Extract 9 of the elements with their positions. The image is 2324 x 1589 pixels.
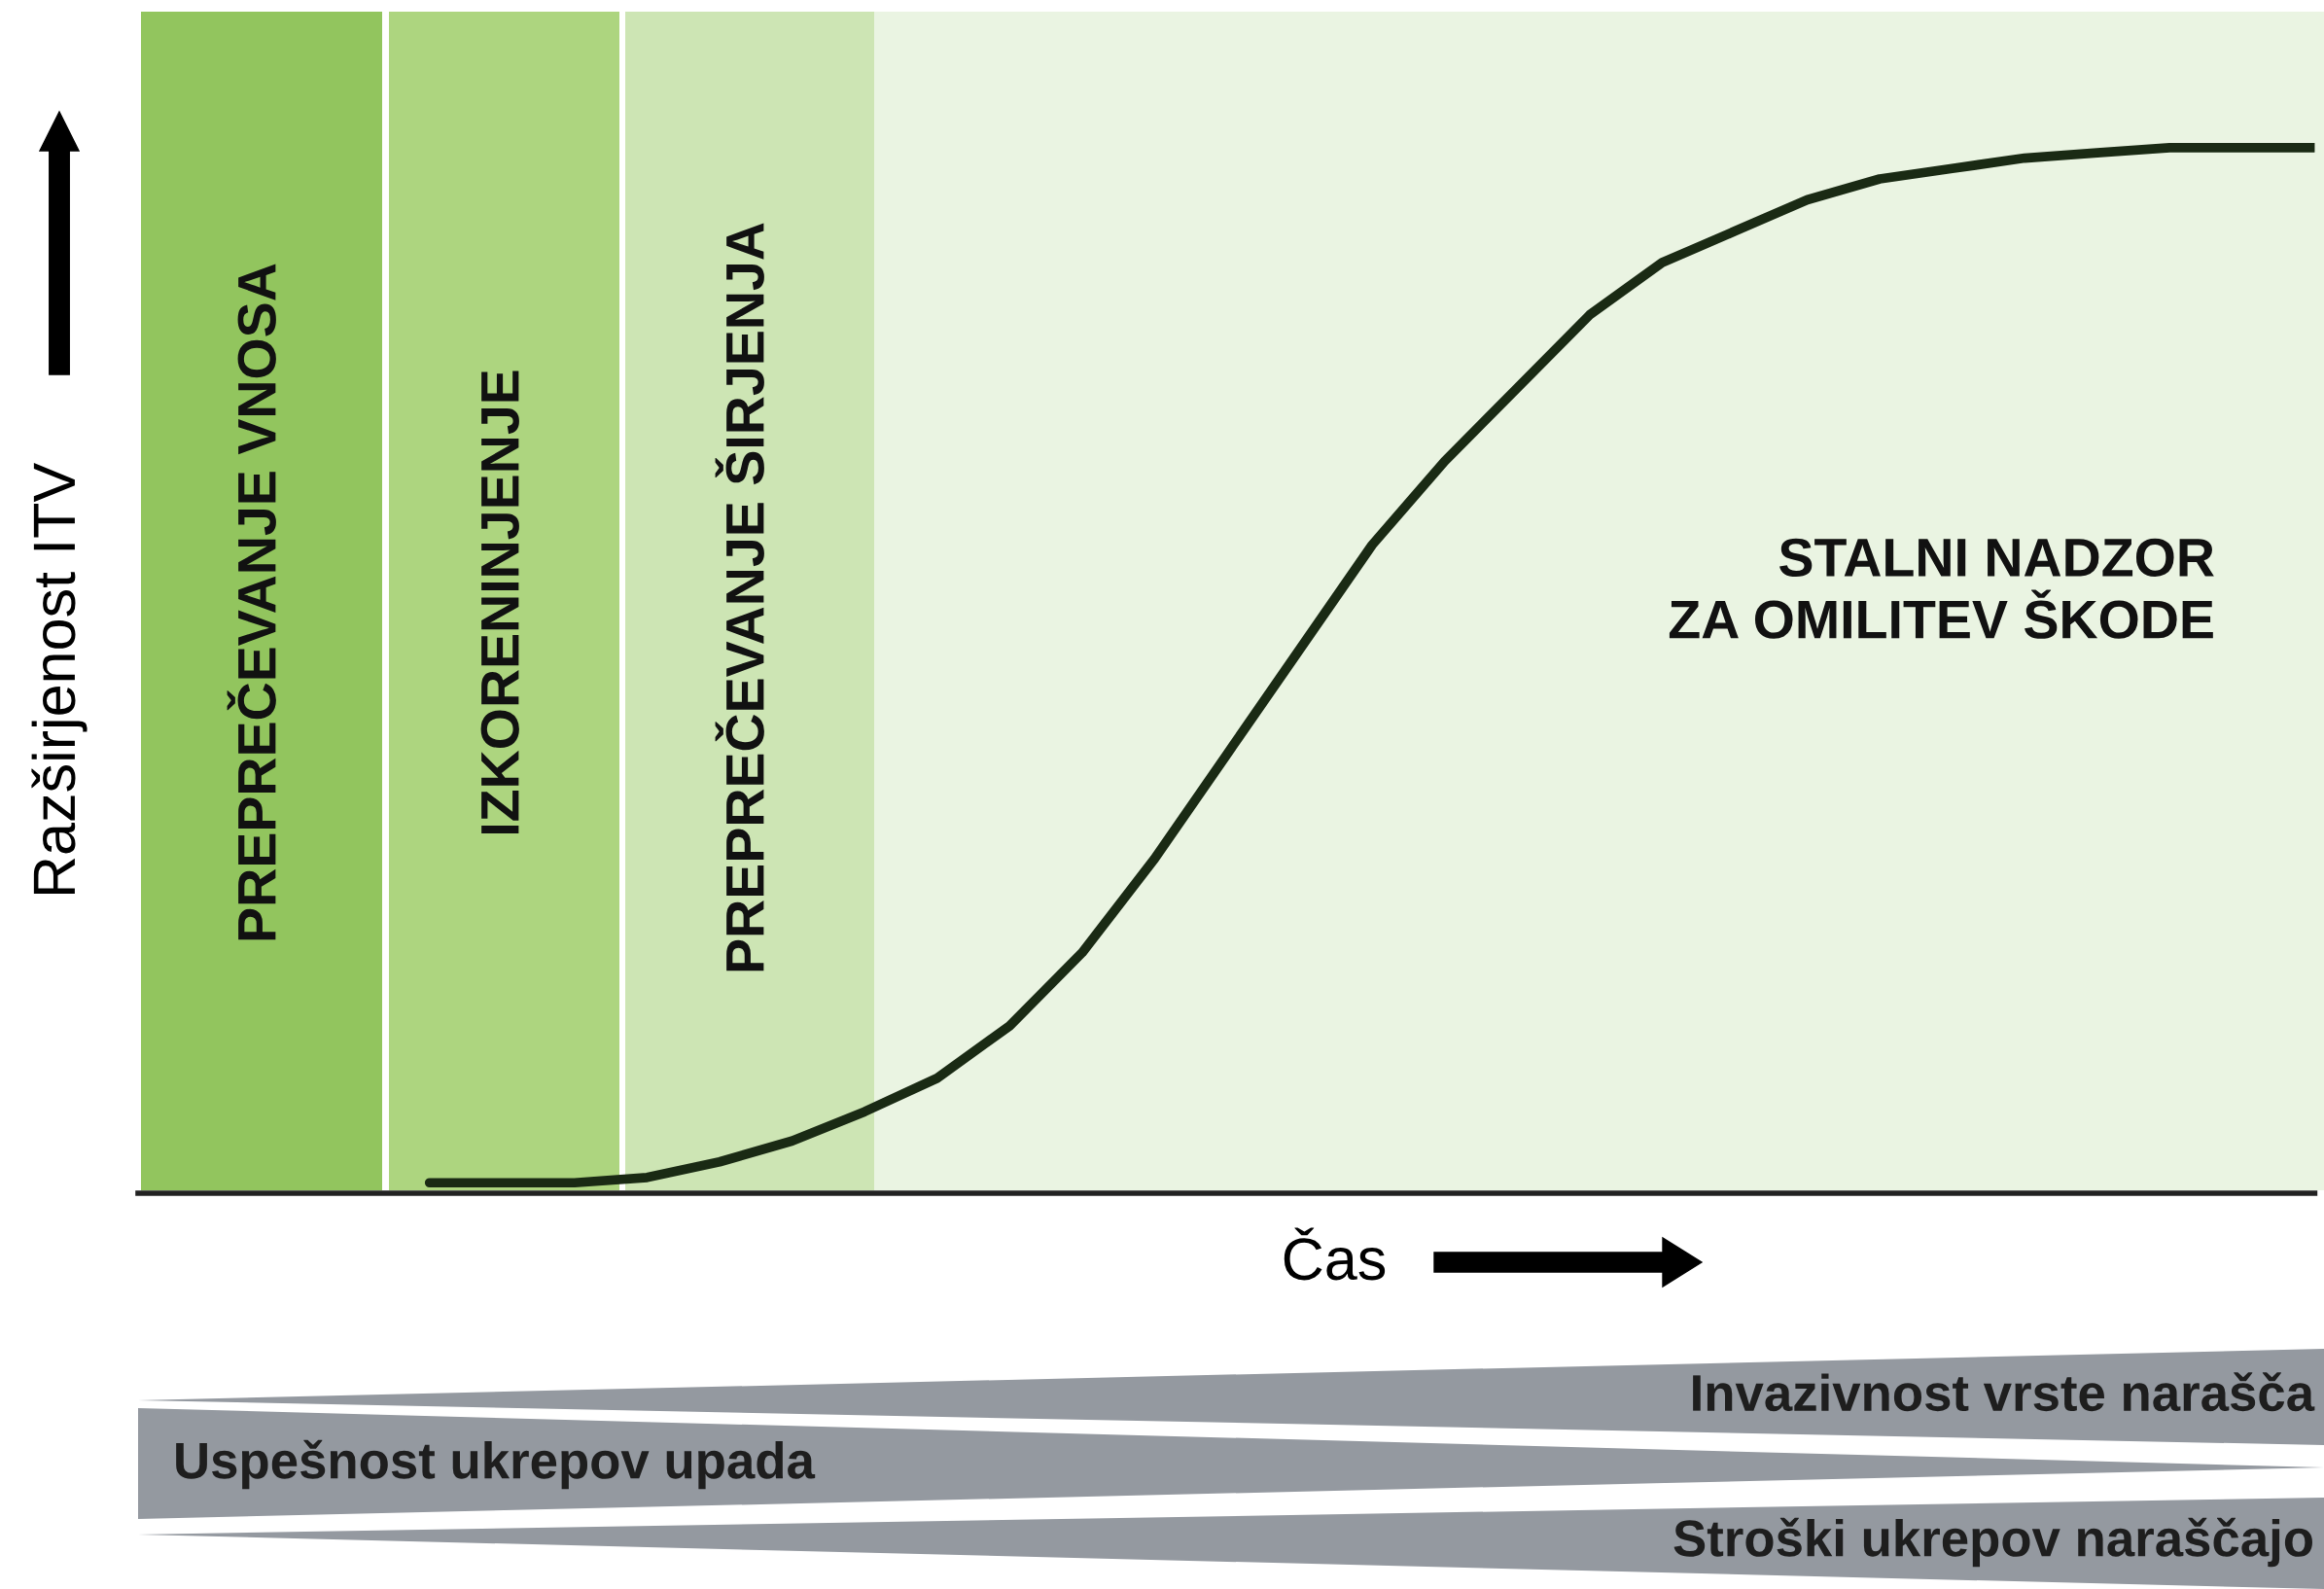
- text: Stroški ukrepov naraščajo: [1673, 1517, 2312, 1568]
- text: Invazivnost vrste narašča: [1693, 1372, 2315, 1412]
- y-axis-title: Razširjenost ITV: [31, 463, 88, 895]
- annotation: STALNI NADZOR ZA OMILITEV ŠKODE: [1669, 538, 2214, 639]
- x-axis-title: Čas: [1284, 1227, 1386, 1281]
- annotation: IZKORENINJENJE: [480, 371, 519, 834]
- text: Uspešnost ukrepov upada: [176, 1439, 816, 1490]
- annotation: PREPREČEVANJE VNOSA: [227, 264, 276, 940]
- annotation: PREPREČEVANJE ŠIRJENJA: [715, 223, 764, 971]
